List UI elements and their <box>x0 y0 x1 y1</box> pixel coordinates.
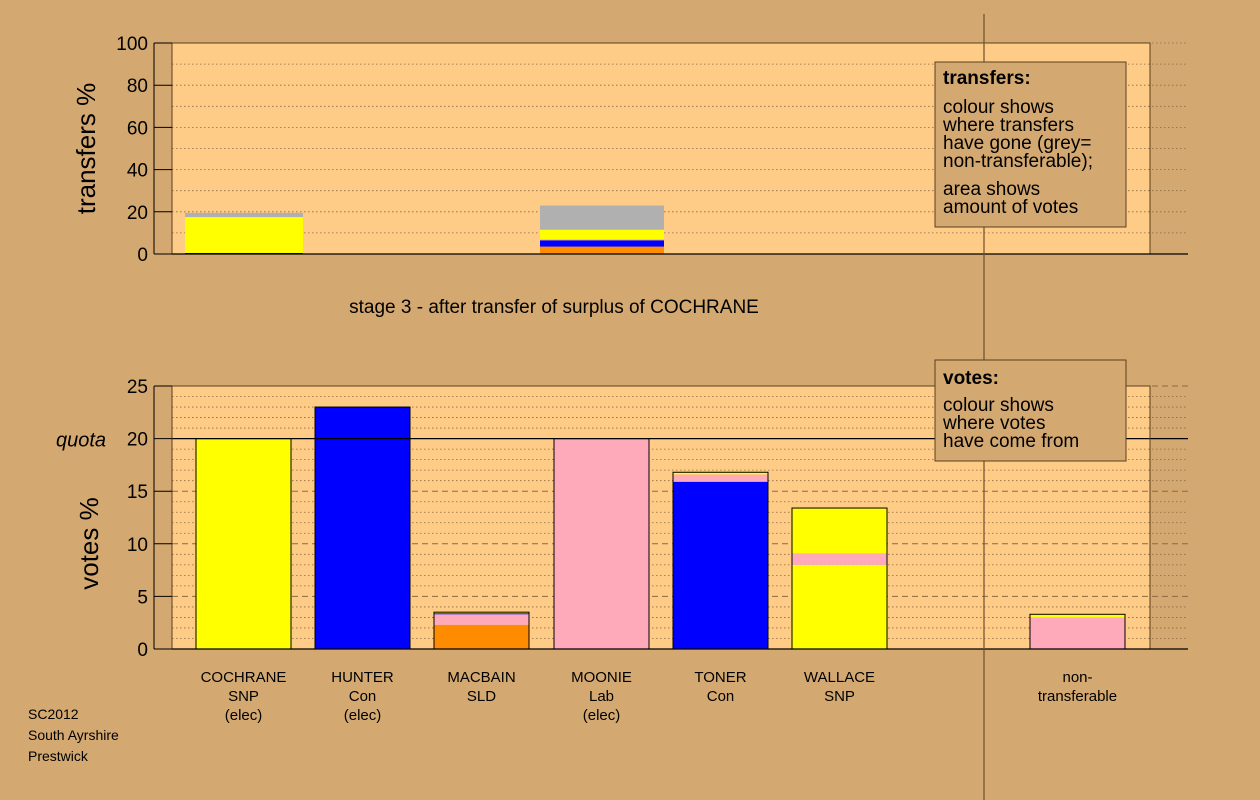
footer-line-2: South Ayrshire <box>28 727 119 743</box>
candidate-label: non- <box>1062 669 1092 686</box>
transfers-tick-label: 0 <box>137 245 148 266</box>
footer-caption: SC2012 South Ayrshire Prestwick <box>28 706 119 764</box>
votes-tick-label: 10 <box>127 535 148 556</box>
vote-bar-segment <box>315 407 410 649</box>
vote-bar-segment <box>792 508 887 554</box>
transfers-tick-label: 100 <box>116 34 148 55</box>
transfers-y-axis-label: transfers % <box>71 83 101 215</box>
transfers-legend-line: non-transferable); <box>943 151 1093 172</box>
candidate-label: COCHRANE <box>201 669 287 686</box>
transfer-bar-segment <box>540 239 664 241</box>
candidate-label: WALLACE <box>804 669 875 686</box>
transfers-tick-label: 80 <box>127 76 148 97</box>
votes-legend-line: have come from <box>943 431 1079 452</box>
vote-bar-segment <box>434 624 529 649</box>
candidate-label: SNP <box>824 688 855 705</box>
transfers-tick-label: 20 <box>127 203 148 224</box>
candidate-label: Con <box>349 688 377 705</box>
vote-bar-segment <box>792 553 887 565</box>
vote-bar-segment <box>1030 617 1125 649</box>
vote-bar-segment <box>434 613 529 615</box>
transfers-legend-box <box>934 61 1127 228</box>
transfers-legend-line: where transfers <box>942 115 1074 136</box>
transfer-bar-segment <box>540 229 664 240</box>
votes-legend-box <box>934 359 1127 462</box>
votes-tick-label: 15 <box>127 482 148 503</box>
vote-bar-segment <box>196 438 291 649</box>
candidate-label: MACBAIN <box>447 669 515 686</box>
candidate-label: (elec) <box>583 707 621 724</box>
transfers-legend-line: have gone (grey= <box>943 133 1091 154</box>
transfers-legend-line: amount of votes <box>943 197 1078 218</box>
transfers-tick-label: 40 <box>127 161 148 182</box>
transfer-bar-segment <box>185 212 303 218</box>
votes-y-axis-label: votes % <box>74 497 104 590</box>
candidate-label: MOONIE <box>571 669 632 686</box>
candidate-label: transferable <box>1038 688 1117 705</box>
votes-tick-label: 20 <box>127 430 148 451</box>
transfer-bar-segment <box>185 217 303 253</box>
transfer-bar-segment <box>540 246 664 254</box>
vote-bar-segment <box>1030 614 1125 618</box>
footer-line-3: Prestwick <box>28 748 89 764</box>
votes-legend-line: where votes <box>942 413 1045 434</box>
candidate-label: Lab <box>589 688 614 705</box>
votes-legend-title: votes: <box>943 368 999 389</box>
vote-bar-segment <box>673 474 768 482</box>
transfer-bar-segment <box>540 240 664 247</box>
candidate-label: (elec) <box>225 707 263 724</box>
transfers-tick-label: 60 <box>127 118 148 139</box>
transfers-legend-title: transfers: <box>943 68 1031 89</box>
transfers-legend-line: area shows <box>943 179 1040 200</box>
quota-label: quota <box>56 430 106 452</box>
vote-bar-segment <box>673 472 768 475</box>
vote-bar-segment <box>673 481 768 649</box>
votes-tick-label: 25 <box>127 377 148 398</box>
candidate-label: SLD <box>467 688 496 705</box>
votes-tick-label: 5 <box>137 587 148 608</box>
candidate-label: SNP <box>228 688 259 705</box>
candidate-label: (elec) <box>344 707 382 724</box>
candidate-label: HUNTER <box>331 669 394 686</box>
vote-bar-segment <box>434 612 529 614</box>
stage-subtitle: stage 3 - after transfer of surplus of C… <box>349 297 759 318</box>
transfer-bar-segment <box>540 205 664 230</box>
vote-bar-segment <box>554 438 649 649</box>
votes-tick-label: 0 <box>137 640 148 661</box>
footer-line-1: SC2012 <box>28 706 79 722</box>
vote-bar-segment <box>792 564 887 649</box>
candidate-label: TONER <box>694 669 746 686</box>
transfers-legend-line: colour shows <box>943 97 1054 118</box>
candidate-label: Con <box>707 688 735 705</box>
votes-legend-line: colour shows <box>943 395 1054 416</box>
vote-bar-segment <box>434 614 529 625</box>
